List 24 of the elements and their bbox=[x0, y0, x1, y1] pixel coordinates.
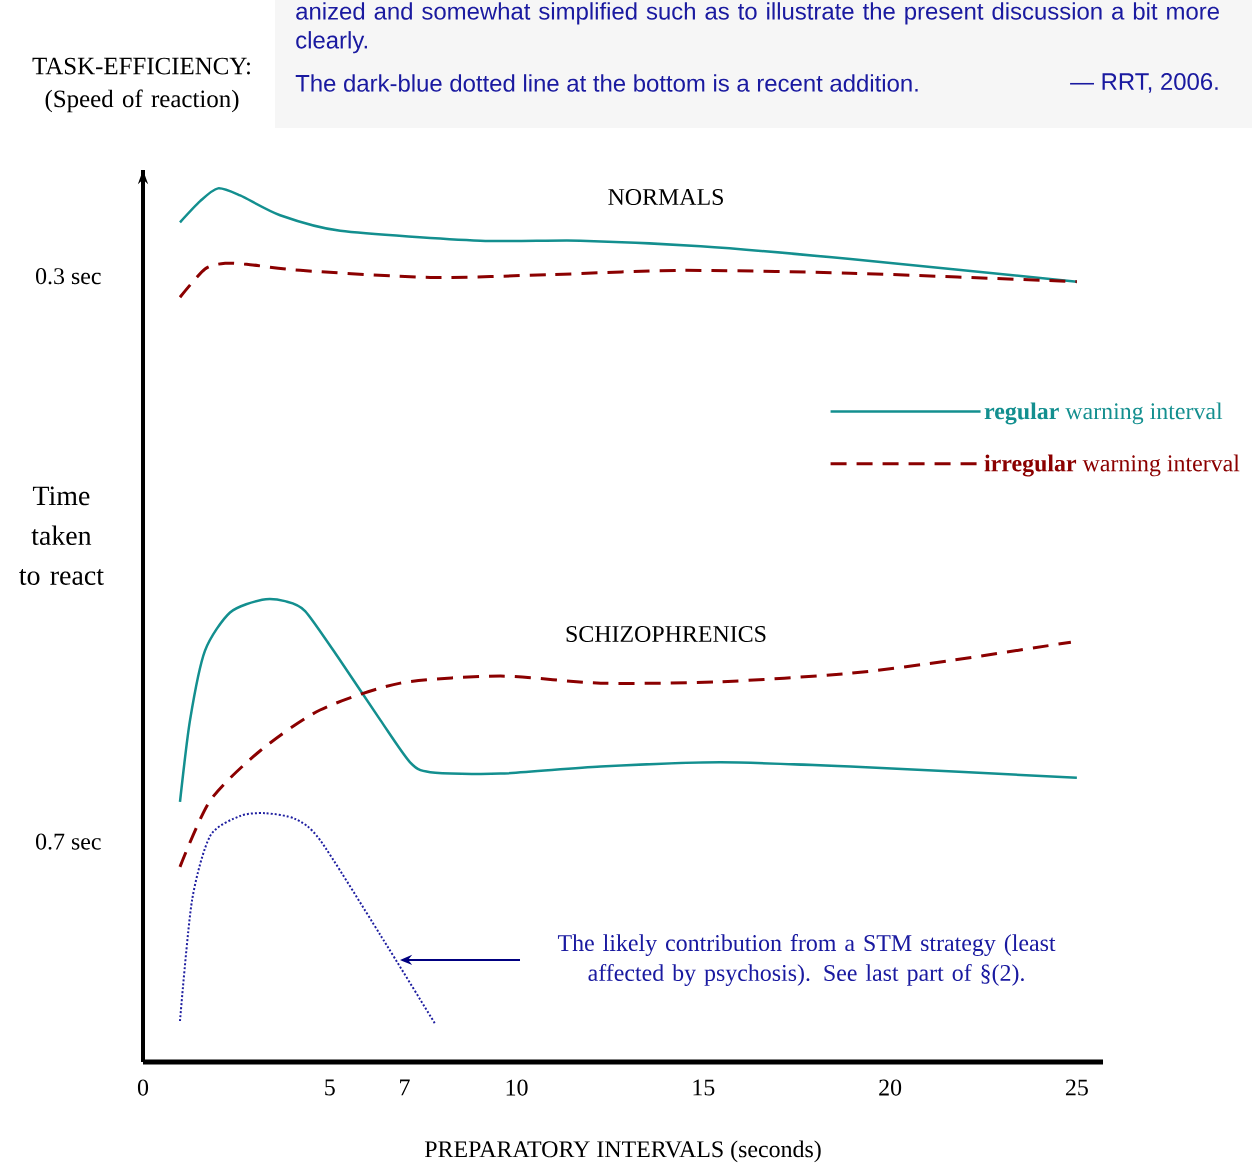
text: — RRT, 2006. bbox=[1070, 73, 1218, 93]
text: The dark-blue dotted line at the bottom is a recent addition. bbox=[295, 74, 918, 92]
line-series bbox=[178, 640, 1073, 869]
text: anized and somewhat simplified such as to illustrate the present discussion a bit more clearly. bbox=[296, 2, 1219, 54]
x-tick-label: 10 bbox=[506, 1079, 528, 1096]
x-tick-label: 5 bbox=[325, 1079, 335, 1096]
x-axis-title: PREPARATORY INTERVALS (seconds) bbox=[424, 1140, 821, 1163]
line-series bbox=[178, 261, 1079, 299]
x-tick-label: 7 bbox=[400, 1079, 410, 1096]
annotation: SCHIZOPHRENICS bbox=[566, 625, 766, 643]
text: TASK-EFFICIENCY: (Speed of reaction) bbox=[32, 57, 250, 113]
line-series bbox=[178, 597, 1079, 804]
annotation: The likely contribution from a STM strategy (least affected by psychosis). See last part of §(2). bbox=[557, 934, 1056, 986]
annotation: NORMALS bbox=[608, 188, 723, 206]
x-tick-label: 0 bbox=[137, 1079, 149, 1096]
y-tick-label: 0.3 sec bbox=[36, 268, 101, 285]
x-tick-label: 20 bbox=[879, 1079, 902, 1096]
y-tick-label: 0.7 sec bbox=[36, 833, 101, 850]
line-series bbox=[178, 812, 437, 1025]
x-tick-label: 25 bbox=[1065, 1079, 1088, 1096]
y-axis-title: Time taken to react bbox=[19, 486, 104, 585]
text: irregular warning interval bbox=[984, 454, 1240, 477]
x-tick-label: 15 bbox=[693, 1079, 715, 1096]
text: regular warning interval bbox=[984, 402, 1223, 425]
